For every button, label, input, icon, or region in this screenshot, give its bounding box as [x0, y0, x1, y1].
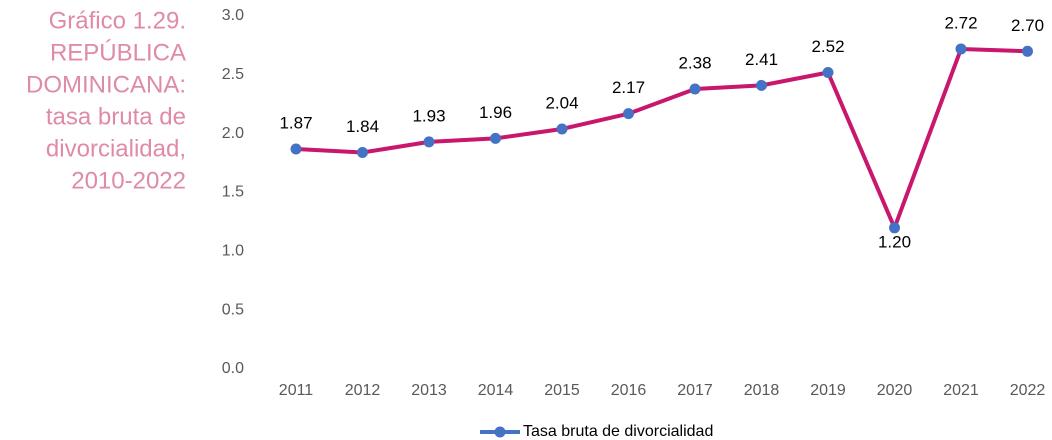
- y-tick-label: 1.5: [222, 184, 244, 201]
- marker: [423, 136, 435, 148]
- marker: [490, 132, 501, 144]
- x-tick-label: 2015: [544, 382, 580, 399]
- data-label: 1.96: [479, 103, 512, 122]
- x-tick-label: 2019: [810, 382, 846, 399]
- marker: [955, 43, 967, 55]
- line: [295, 46, 1028, 230]
- data-label: 1.84: [346, 117, 379, 136]
- chart-title: divorcialidad,: [46, 135, 186, 162]
- marker: [756, 79, 767, 91]
- data-label: 2.04: [545, 93, 578, 112]
- y-tick-label: 0.5: [222, 301, 244, 318]
- x-tick-label: 2022: [1010, 382, 1046, 399]
- chart-title: Gráfico 1.29.: [49, 7, 186, 34]
- data-label: 2.72: [944, 13, 977, 32]
- marker: [290, 143, 302, 155]
- chart-title: 2010-2022: [71, 167, 186, 194]
- y-tick-label: 2.5: [222, 66, 244, 83]
- marker: [889, 222, 900, 234]
- data-label: 1.87: [279, 113, 312, 132]
- x-tick-label: 2018: [744, 382, 780, 399]
- data-label: 1.20: [878, 232, 911, 251]
- chart-title: REPÚBLICA: [50, 39, 186, 66]
- x-tick-label: 2013: [411, 382, 447, 399]
- y-tick-label: 0.0: [222, 360, 244, 377]
- data-label: 2.41: [745, 50, 778, 69]
- y-tick-label: 1.0: [222, 243, 244, 260]
- marker: [689, 83, 701, 95]
- chart-title: tasa bruta de: [46, 103, 186, 130]
- chart-title: DOMINICANA:: [26, 71, 186, 98]
- x-tick-label: 2012: [345, 382, 381, 399]
- x-tick-label: 2014: [478, 382, 514, 399]
- marker: [822, 66, 834, 78]
- legend-marker: [494, 426, 506, 438]
- data-label: 1.93: [412, 106, 445, 125]
- data-label: 2.70: [1011, 16, 1044, 35]
- marker: [556, 123, 568, 135]
- marker: [357, 146, 368, 158]
- legend-label: Tasa bruta de divorcialidad: [523, 423, 713, 440]
- data-label: 2.38: [678, 53, 711, 72]
- marker: [623, 108, 634, 120]
- x-tick-label: 2020: [877, 382, 913, 399]
- data-label: 2.52: [811, 37, 844, 56]
- y-tick-label: 2.0: [222, 125, 244, 142]
- data-label: 2.17: [612, 78, 645, 97]
- x-tick-label: 2021: [943, 382, 979, 399]
- x-tick-label: 2011: [279, 382, 314, 399]
- y-tick-label: 3.0: [222, 7, 244, 24]
- x-tick-label: 2017: [677, 382, 713, 399]
- x-tick-label: 2016: [611, 382, 647, 399]
- marker: [1022, 45, 1033, 57]
